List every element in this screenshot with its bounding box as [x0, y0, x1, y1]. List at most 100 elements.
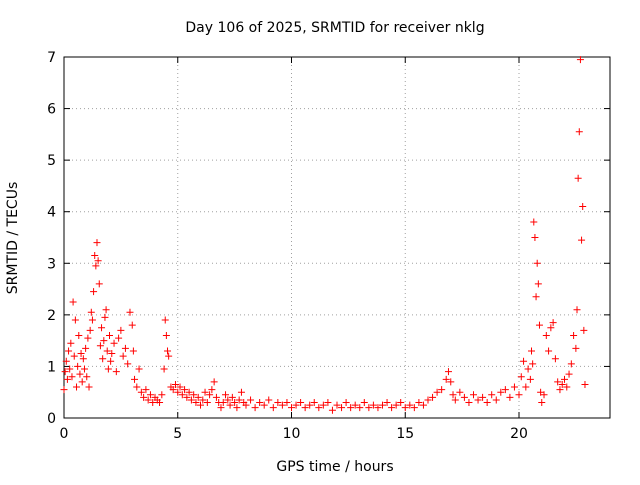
y-tick-label: 6	[47, 102, 56, 118]
data-point	[517, 373, 525, 381]
data-point	[351, 401, 359, 409]
chart-title: Day 106 of 2025, SRMTID for receiver nkl…	[185, 20, 484, 36]
data-points	[60, 56, 589, 414]
data-point	[369, 401, 377, 409]
data-point	[269, 404, 277, 412]
data-point	[567, 360, 575, 368]
data-point	[460, 393, 468, 401]
data-point	[531, 234, 539, 241]
data-point	[100, 337, 108, 345]
data-point	[374, 404, 382, 412]
data-point	[456, 388, 464, 396]
data-point	[520, 357, 528, 365]
data-point	[442, 375, 450, 383]
data-point	[101, 313, 109, 321]
y-tick-label: 5	[47, 153, 56, 169]
plot-frame	[63, 56, 611, 419]
data-point	[542, 331, 550, 339]
data-point	[68, 373, 76, 381]
data-point	[540, 391, 548, 399]
data-point	[85, 383, 93, 391]
data-point	[115, 334, 123, 342]
data-point	[410, 404, 418, 412]
data-point	[383, 399, 391, 407]
data-point	[528, 347, 536, 355]
x-tick-label: 15	[396, 426, 414, 442]
data-point	[556, 386, 564, 394]
data-point	[63, 375, 71, 383]
data-point	[88, 316, 96, 324]
data-point	[162, 331, 170, 339]
data-point	[247, 396, 255, 404]
y-tick-label: 1	[47, 359, 56, 375]
data-point	[534, 280, 542, 288]
data-point	[545, 347, 553, 355]
data-point	[99, 355, 107, 363]
data-point	[80, 365, 88, 373]
x-tick-label: 20	[510, 426, 528, 442]
data-point	[338, 404, 346, 412]
data-point	[126, 308, 134, 316]
data-point	[224, 396, 232, 404]
data-point	[197, 401, 204, 409]
data-point	[192, 399, 200, 407]
data-point	[62, 357, 70, 365]
data-point	[95, 280, 103, 288]
data-point	[260, 401, 268, 409]
data-point	[161, 316, 169, 324]
data-point	[103, 347, 111, 355]
y-axis-label: SRMTID / TECUs	[5, 182, 21, 295]
data-point	[535, 321, 543, 329]
data-point	[208, 386, 216, 394]
data-point	[174, 388, 182, 396]
data-point	[274, 399, 282, 407]
data-point	[121, 344, 129, 352]
data-point	[135, 365, 143, 373]
data-point	[73, 383, 81, 391]
data-point	[142, 386, 150, 394]
data-point	[235, 396, 243, 404]
data-point	[201, 388, 209, 396]
data-point	[92, 262, 100, 270]
data-point	[107, 357, 115, 365]
data-point	[237, 388, 245, 396]
x-axis-label: GPS time / hours	[276, 459, 393, 475]
x-tick-label: 5	[173, 426, 182, 442]
y-tick-label: 2	[47, 308, 56, 324]
data-point	[169, 386, 177, 394]
data-point	[226, 401, 234, 409]
data-point	[515, 391, 523, 399]
data-point	[415, 399, 423, 407]
data-point	[119, 352, 127, 360]
data-point	[129, 347, 137, 355]
data-point	[533, 259, 541, 267]
data-point	[190, 391, 198, 399]
data-point	[137, 388, 145, 396]
data-point	[547, 324, 555, 332]
data-point	[444, 368, 452, 376]
data-point	[77, 350, 85, 358]
data-point	[67, 339, 75, 347]
data-point	[479, 393, 487, 401]
data-point	[69, 298, 77, 306]
y-tick-label: 4	[47, 205, 56, 221]
data-point	[60, 386, 68, 394]
data-point	[146, 391, 154, 399]
data-point	[212, 393, 220, 401]
data-point	[278, 401, 286, 409]
data-point	[333, 401, 341, 409]
data-point	[79, 355, 87, 363]
data-point	[447, 378, 455, 386]
axes: 0 5 10 15 20 0 1 2 3 4 5 6 7	[47, 50, 611, 442]
data-point	[217, 404, 225, 412]
data-point	[347, 404, 355, 412]
data-point	[526, 375, 534, 383]
data-point	[165, 352, 173, 360]
data-point	[565, 370, 573, 378]
data-point	[492, 396, 500, 404]
data-point	[65, 347, 73, 355]
data-point	[96, 342, 104, 350]
data-point	[401, 404, 409, 412]
grid-lines	[64, 57, 610, 418]
